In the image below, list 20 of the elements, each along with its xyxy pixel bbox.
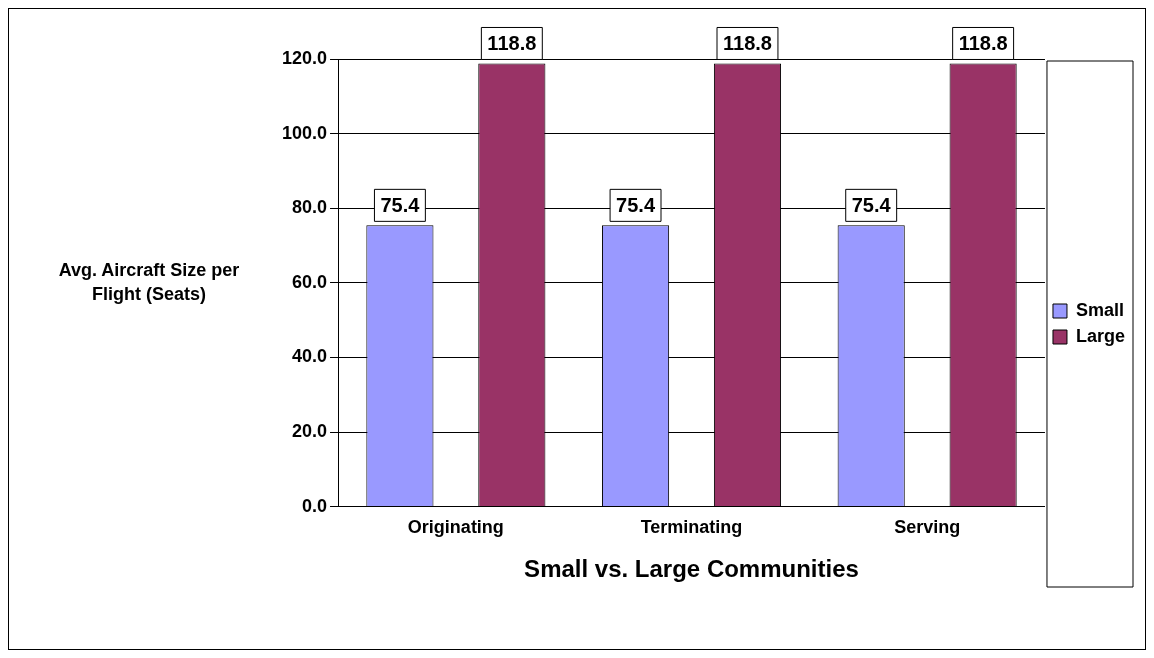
y-tick-label: 40.0 xyxy=(292,346,328,367)
x-tick-label: Serving xyxy=(894,517,961,538)
legend-label: Large xyxy=(1075,325,1126,346)
x-tick-label: Terminating xyxy=(640,517,743,538)
y-tick-label: 120.0 xyxy=(282,47,328,68)
y-tick-label: 20.0 xyxy=(292,420,328,441)
y-tick-label: 80.0 xyxy=(292,197,328,218)
data-label: 75.4 xyxy=(851,193,892,216)
data-label: 118.8 xyxy=(487,31,537,54)
x-tick-label: Originating xyxy=(407,517,504,538)
y-tick-label: 60.0 xyxy=(292,271,328,292)
x-axis-title: Small vs. Large Communities xyxy=(524,555,859,583)
data-label: 75.4 xyxy=(616,193,656,216)
data-label: 118.8 xyxy=(958,31,1008,54)
data-label: 75.4 xyxy=(380,193,421,216)
y-tick-label: 0.0 xyxy=(302,495,328,516)
legend-label: Small xyxy=(1075,299,1125,320)
y-tick-label: 100.0 xyxy=(282,122,328,143)
y-axis-title: Avg. Aircraft Size per Flight (Seats) xyxy=(58,259,240,304)
data-label: 118.8 xyxy=(723,31,772,54)
